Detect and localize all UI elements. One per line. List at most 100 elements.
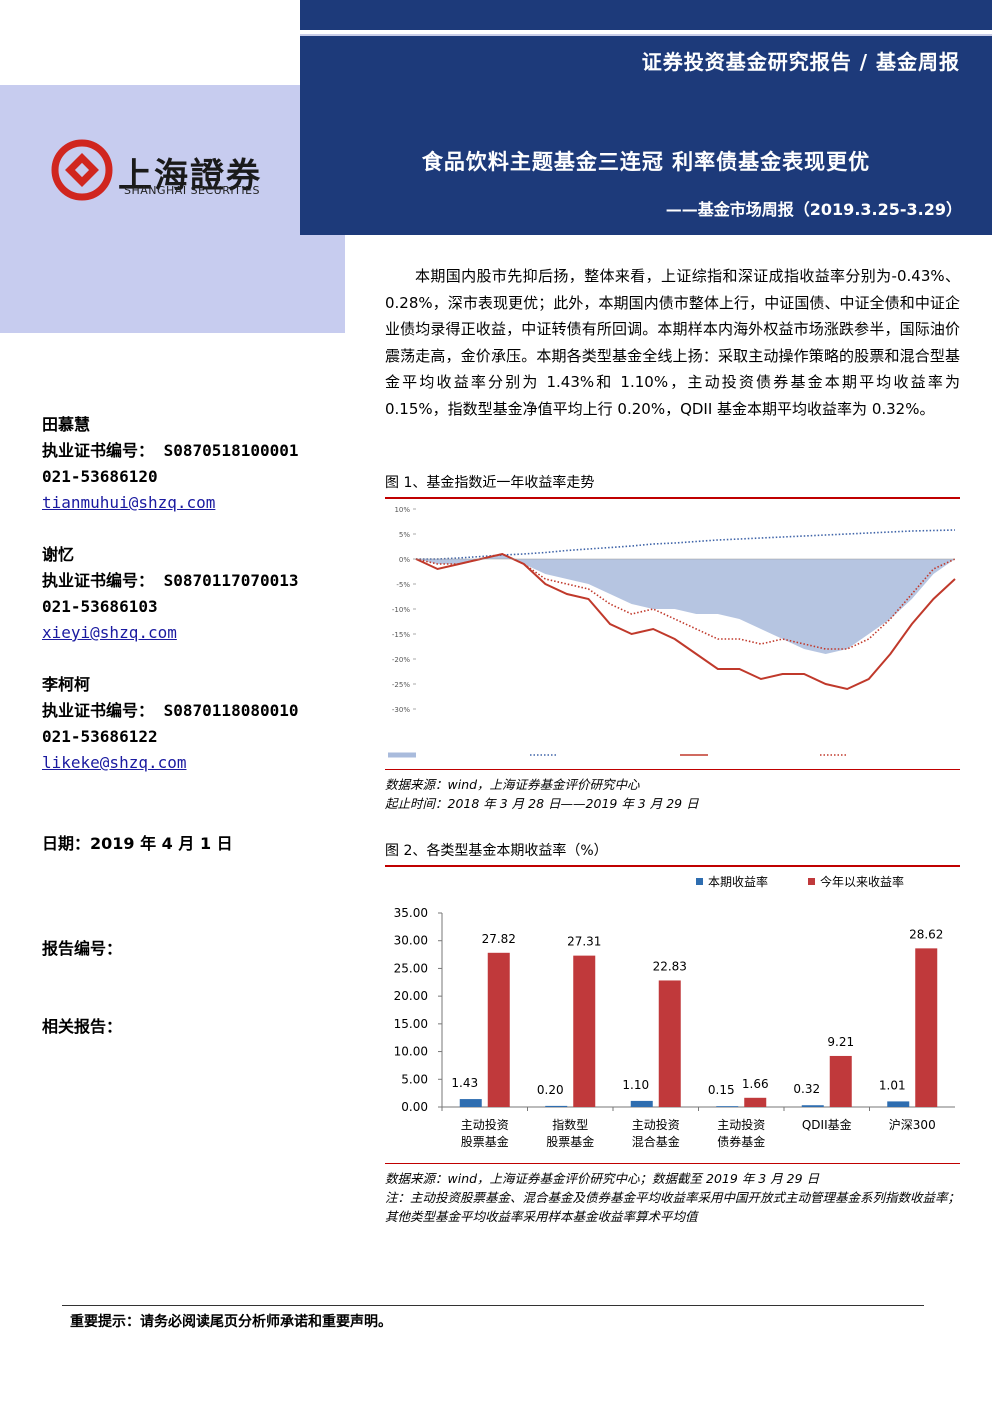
author-name: 田慕慧	[42, 415, 91, 434]
bar	[545, 1105, 568, 1107]
author: 谢忆执业证书编号： S0870117070013 021-53686103 xiey…	[42, 542, 299, 646]
footer-rule	[62, 1305, 924, 1306]
bar	[630, 1100, 653, 1107]
author-name: 谢忆	[42, 545, 75, 564]
author-name: 李柯柯	[42, 675, 91, 694]
value-label: 22.83	[653, 959, 687, 973]
period: 起止时间：2018 年 3 月 28 日——2019 年 3 月 29 日	[385, 796, 699, 811]
figure-caption: 图 1、基金指数近一年收益率走势	[385, 472, 960, 499]
value-label: 27.31	[567, 935, 601, 949]
author-license: 执业证书编号： S0870118080010	[42, 701, 299, 720]
bar	[887, 1101, 910, 1107]
headline: 食品饮料主题基金三连冠 利率债基金表现更优	[421, 150, 871, 174]
footer: 重要提示：请务必阅读尾页分析师承诺和重要声明。	[70, 1314, 392, 1330]
x-tick-label: 主动投资	[632, 1117, 680, 1132]
x-tick-label: 股票基金	[546, 1134, 594, 1149]
author-phone: 021-53686120	[42, 467, 158, 486]
series-band	[300, 34, 992, 86]
top-bar	[300, 0, 992, 30]
author-license: 执业证书编号： S0870518100001	[42, 441, 299, 460]
y-tick-label: 5.00	[401, 1072, 428, 1086]
source: 数据来源：wind，上海证券基金评价研究中心；数据截至 2019 年 3 月 2…	[385, 1171, 820, 1186]
x-tick-label: 债券基金	[717, 1134, 765, 1149]
title-band	[300, 85, 992, 235]
y-tick-label: 10.00	[394, 1045, 428, 1059]
logo-mark	[51, 139, 113, 201]
value-label: 27.82	[482, 932, 516, 946]
value-label: 1.43	[451, 1076, 478, 1090]
legend-swatch	[696, 878, 703, 885]
x-tick-label: 混合基金	[632, 1134, 680, 1149]
y-tick-label: 35.00	[394, 906, 428, 920]
figure-caption: 图 2、各类型基金本期收益率（%）	[385, 840, 960, 867]
x-tick-label: 股票基金	[461, 1134, 509, 1149]
rule	[385, 1163, 960, 1164]
y-tick-label: -30%	[392, 706, 410, 714]
subtitle: ——基金市场周报（2019.3.25-3.29）	[665, 200, 962, 219]
y-tick-label: 0.00	[401, 1100, 428, 1114]
legend-label: 本期收益率	[708, 874, 768, 889]
y-tick-label: 25.00	[394, 961, 428, 975]
y-tick-label: 20.00	[394, 989, 428, 1003]
summary: 本期国内股市先抑后扬，整体来看，上证综指和深证成指收益率分别为-0.43%、0.…	[385, 267, 960, 418]
bar	[658, 980, 681, 1107]
y-tick-label: 0%	[399, 556, 410, 564]
y-tick-label: 30.00	[394, 934, 428, 948]
value-label: 1.01	[879, 1078, 906, 1092]
y-tick-label: -5%	[396, 581, 410, 589]
y-tick-label: -15%	[392, 631, 410, 639]
value-label: 0.20	[537, 1083, 564, 1097]
source: 数据来源：wind，上海证券基金评价研究中心	[385, 777, 640, 792]
author-phone: 021-53686122	[42, 727, 158, 746]
logo-text: 上海證券	[118, 156, 262, 196]
y-tick-label: 10%	[394, 506, 410, 514]
report-no: 报告编号：	[42, 939, 123, 958]
bar	[829, 1055, 852, 1107]
author-email: likeke@shzq.com	[42, 753, 187, 772]
related: 相关报告：	[42, 1017, 123, 1036]
author: 田慕慧执业证书编号： S0870518100001 021-53686120 tia…	[42, 412, 299, 516]
author-email: tianmuhui@shzq.com	[42, 493, 216, 512]
line	[416, 529, 956, 560]
x-tick-label: 主动投资	[461, 1117, 509, 1132]
legend-swatch	[808, 878, 815, 885]
left-block	[0, 85, 345, 333]
bar-chart: 35.00 30.00 25.00 20.00 15.00 10.00 5.00 0.00 主动…	[394, 874, 955, 1149]
author-phone: 021-53686103	[42, 597, 158, 616]
date: 日期：2019 年 4 月 1 日	[42, 834, 233, 853]
series-title: 证券投资基金研究报告 / 基金周报	[641, 50, 960, 74]
value-label: 1.10	[622, 1078, 649, 1092]
bar	[915, 948, 938, 1107]
y-tick-label: 15.00	[394, 1017, 428, 1031]
value-label: 1.66	[742, 1077, 769, 1091]
value-label: 28.62	[909, 927, 943, 941]
y-tick-label: -25%	[392, 681, 410, 689]
y-tick-label: 5%	[399, 531, 410, 539]
bar	[716, 1106, 739, 1107]
bar	[573, 955, 596, 1107]
x-tick-label: 主动投资	[717, 1117, 765, 1132]
rule	[385, 769, 960, 770]
bar	[459, 1099, 482, 1107]
logo-en: SHANGHAI SECURITIES	[124, 184, 261, 197]
bar	[487, 952, 510, 1107]
bar	[801, 1105, 824, 1107]
value-label: 9.21	[827, 1035, 854, 1049]
line	[415, 553, 956, 650]
x-tick-label: QDII基金	[802, 1117, 852, 1132]
x-tick-label: 沪深300	[889, 1118, 936, 1132]
y-tick-label: -20%	[392, 656, 410, 664]
author-license: 执业证书编号： S0870117070013	[42, 571, 299, 590]
legend-label: 今年以来收益率	[820, 874, 904, 889]
author: 李柯柯执业证书编号： S0870118080010 021-53686122 lik…	[42, 672, 299, 776]
value-label: 0.32	[793, 1082, 820, 1096]
y-tick-label: -10%	[392, 606, 410, 614]
author-email: xieyi@shzq.com	[42, 623, 177, 642]
line-chart: 10% 5% 0% -5% -10% -15% -20% -25% -30%	[388, 506, 956, 758]
bar	[744, 1097, 767, 1107]
note: 注：主动投资股票基金、混合基金及债券基金平均收益率采用中国开放式主动管理基金系列…	[385, 1190, 961, 1224]
x-tick-label: 指数型	[552, 1117, 588, 1132]
area	[416, 554, 955, 654]
value-label: 0.15	[708, 1083, 735, 1097]
